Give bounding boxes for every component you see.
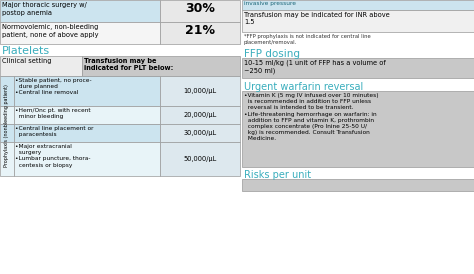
Bar [0, 76, 14, 106]
Text: 10,000/μL: 10,000/μL [183, 88, 217, 94]
Bar [14, 76, 160, 106]
Bar [242, 0, 474, 10]
Text: 20,000/μL: 20,000/μL [183, 112, 217, 118]
Bar [0, 124, 14, 142]
Text: 30,000/μL: 30,000/μL [183, 130, 217, 136]
Text: •Vitamin K (5 mg IV infused over 10 minutes)
  is recommended in addition to FFP: •Vitamin K (5 mg IV infused over 10 minu… [244, 93, 379, 141]
Text: Risks per unit: Risks per unit [244, 170, 311, 180]
Text: 10-15 ml/kg (1 unit of FFP has a volume of
~250 ml): 10-15 ml/kg (1 unit of FFP has a volume … [244, 60, 386, 75]
Text: Platelets: Platelets [2, 46, 50, 56]
Bar [160, 124, 240, 142]
Bar [14, 106, 160, 124]
Text: FFP dosing: FFP dosing [244, 49, 300, 59]
Text: 21%: 21% [185, 24, 215, 36]
Bar [0, 0, 160, 22]
Text: invasive pressure: invasive pressure [244, 1, 296, 6]
Text: Major thoracic surgery w/
postop anemia: Major thoracic surgery w/ postop anemia [2, 2, 87, 16]
Text: •Major extracranial
  surgery
•Lumbar puncture, thora-
  centesis or biopsy: •Major extracranial surgery •Lumbar punc… [15, 144, 91, 168]
Bar [242, 10, 474, 32]
Bar [242, 58, 474, 78]
Bar [0, 142, 14, 176]
Bar [14, 142, 160, 176]
Bar [14, 124, 160, 142]
Text: Clinical setting: Clinical setting [2, 58, 52, 64]
Text: •Central line placement or
  paracentesis: •Central line placement or paracentesis [15, 126, 93, 137]
Text: 30%: 30% [185, 1, 215, 15]
Bar [0, 22, 160, 44]
Text: Urgent warfarin reversal: Urgent warfarin reversal [244, 82, 363, 92]
Bar [160, 142, 240, 176]
Text: •Hem/Onc pt. with recent
  minor bleeding: •Hem/Onc pt. with recent minor bleeding [15, 108, 91, 119]
Bar [160, 106, 240, 124]
Text: Transfusion may be
indicated for PLT below:: Transfusion may be indicated for PLT bel… [84, 58, 173, 72]
Bar [242, 91, 474, 167]
Text: 50,000/μL: 50,000/μL [183, 156, 217, 162]
Text: Transfusion may be indicated for INR above
1.5: Transfusion may be indicated for INR abo… [244, 12, 390, 25]
Bar [82, 56, 240, 76]
Bar [0, 106, 14, 124]
Text: •Stable patient, no proce-
  dure planned
•Central line removal: •Stable patient, no proce- dure planned … [15, 78, 91, 95]
Bar [0, 56, 82, 76]
Bar [160, 22, 240, 44]
Bar [160, 76, 240, 106]
Bar [160, 0, 240, 22]
Bar [242, 179, 474, 191]
Text: Prophylaxis (nonbleeding patient): Prophylaxis (nonbleeding patient) [4, 85, 9, 167]
Text: Normovolemic, non-bleeding
patient, none of above apply: Normovolemic, non-bleeding patient, none… [2, 24, 99, 38]
Text: *FFP prophylaxis is not indicated for central line
placement/removal.: *FFP prophylaxis is not indicated for ce… [244, 34, 371, 45]
